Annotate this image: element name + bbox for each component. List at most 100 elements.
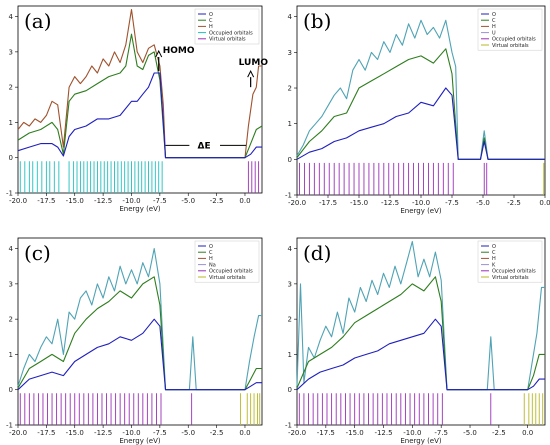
legend-entry: H (209, 256, 213, 262)
series-o-line (296, 318, 545, 391)
series-o-line (17, 318, 262, 391)
legend-box (477, 240, 543, 283)
x-tick-label: 0.0 (239, 197, 250, 205)
y-tick-label: 4 (288, 245, 293, 253)
panel-c: -20.0 -17.5 -15.0 -12.5 -10.0 -7.5 -5.0 -2.5 0.0… (6, 237, 263, 445)
y-tick-label: 1 (288, 120, 292, 128)
x-tick-label: -12.5 (94, 197, 112, 205)
legend-entry: C (492, 18, 496, 24)
x-tick-label: -10.0 (412, 199, 430, 207)
x-axis-label: Energy (eV) (400, 437, 442, 445)
x-tick-label: -12.5 (381, 199, 399, 207)
legend-entry: Virtual orbitals (209, 275, 246, 281)
legend-box (194, 240, 260, 283)
y-tick-label: -1 (6, 422, 13, 430)
legend-entry: K (492, 262, 496, 268)
x-tick-label: -15.0 (350, 199, 368, 207)
x-tick-label: -5.0 (181, 197, 195, 205)
series-o-line (296, 87, 545, 160)
legend-entry: Na (209, 262, 216, 268)
x-axis-label: Energy (eV) (400, 207, 442, 215)
gap-label: ΔE (198, 141, 211, 151)
x-tick-label: -20.0 (288, 429, 306, 437)
y-tick-label: 3 (288, 280, 292, 288)
legend-entry: H (492, 24, 496, 30)
x-tick-label: -2.5 (507, 199, 521, 207)
legend-entry: Occupied orbitals (492, 269, 536, 275)
legend-entry: Occupied orbitals (209, 30, 253, 36)
y-tick-label: 3 (9, 48, 13, 56)
x-tick-label: -12.5 (374, 429, 392, 437)
x-tick-label: -10.0 (122, 197, 140, 205)
x-tick-label: -2.5 (492, 429, 506, 437)
x-tick-label: -5.0 (463, 429, 477, 437)
legend-entry: C (492, 250, 496, 256)
legend-entry: Occupied orbitals (209, 269, 253, 275)
panel-label: (d) (303, 241, 331, 265)
x-tick-label: -20.0 (9, 197, 27, 205)
series-total-line (296, 240, 545, 391)
y-tick-label: 4 (288, 13, 293, 21)
panel-label: (c) (24, 241, 51, 265)
x-tick-label: 0.0 (239, 429, 250, 437)
x-tick-label: -7.5 (434, 429, 448, 437)
x-tick-label: -2.5 (210, 429, 224, 437)
legend-entry: O (209, 244, 213, 250)
y-tick-label: 0 (9, 386, 13, 394)
y-tick-label: 2 (9, 84, 13, 92)
legend-entry: Occupied orbitals (492, 37, 536, 43)
y-tick-label: 2 (288, 85, 292, 93)
panel-d: -20.0 -17.5 -15.0 -12.5 -10.0 -7.5 -5.0 -2.5 0.0… (285, 237, 546, 445)
y-tick-label: 1 (9, 119, 13, 127)
x-tick-label: 0.0 (522, 429, 533, 437)
legend-entry: H (492, 256, 496, 262)
y-tick-label: -1 (6, 190, 13, 198)
x-tick-label: -7.5 (153, 197, 167, 205)
x-tick-label: -20.0 (9, 429, 27, 437)
x-axis-label: Energy (eV) (119, 205, 161, 213)
legend-entry: Virtual orbitals (209, 37, 246, 43)
x-tick-label: -17.5 (317, 429, 335, 437)
x-tick-label: -12.5 (94, 429, 112, 437)
y-tick-label: 4 (9, 245, 14, 253)
legend-entry: H (209, 24, 213, 30)
x-tick-label: -17.5 (37, 429, 55, 437)
panel-b: -20.0 -17.5 -15.0 -12.5 -10.0 -7.5 -5.0 -2.5 0.0… (285, 5, 550, 215)
panel-label: (b) (303, 9, 331, 33)
x-tick-label: -7.5 (153, 429, 167, 437)
x-tick-label: -15.0 (346, 429, 364, 437)
y-tick-label: 0 (288, 156, 292, 164)
series-total-line (17, 248, 262, 391)
x-tick-label: -15.0 (66, 197, 84, 205)
x-tick-label: -5.0 (181, 429, 195, 437)
x-axis-label: Energy (eV) (119, 437, 161, 445)
y-tick-label: -1 (285, 422, 292, 430)
y-tick-label: -1 (285, 192, 292, 200)
legend-entry: C (209, 18, 213, 24)
homo-label: HOMO (163, 46, 195, 56)
x-tick-label: -15.0 (66, 429, 84, 437)
series-total-line (296, 19, 545, 160)
y-tick-label: 0 (9, 154, 13, 162)
y-tick-label: 1 (288, 351, 292, 359)
y-tick-label: 3 (288, 49, 292, 57)
legend-box (477, 8, 543, 51)
legend-entry: Virtual orbitals (492, 43, 529, 49)
homo-arrow-head (155, 49, 163, 58)
y-tick-label: 0 (288, 386, 292, 394)
y-tick-label: 1 (9, 351, 13, 359)
x-tick-label: -10.0 (403, 429, 421, 437)
x-tick-label: -7.5 (445, 199, 459, 207)
y-tick-label: 4 (9, 13, 14, 21)
panel-label: (a) (24, 9, 52, 33)
series-o-line (17, 72, 262, 159)
legend-entry: O (492, 12, 496, 18)
lumo-arrow-head (247, 70, 255, 78)
x-tick-label: -2.5 (210, 197, 224, 205)
lumo-label: LUMO (239, 58, 269, 68)
x-tick-label: -17.5 (319, 199, 337, 207)
panel-a: -20.0 -17.5 -15.0 -12.5 -10.0 -7.5 -5.0 -2.5 0.0… (6, 5, 269, 213)
